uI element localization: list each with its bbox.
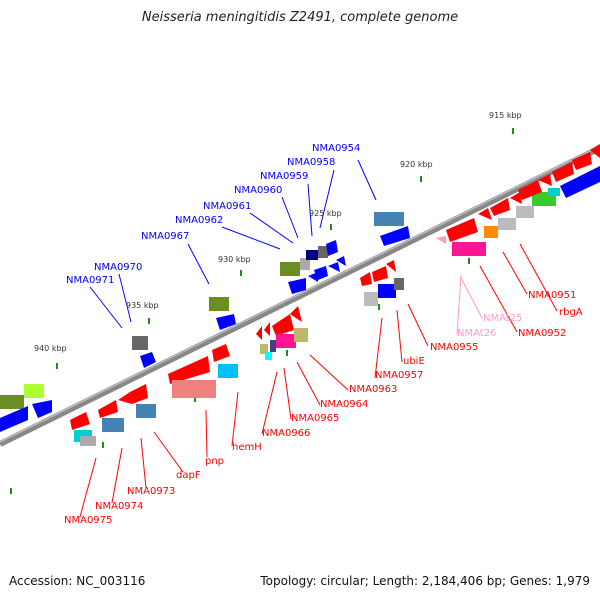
gene-label[interactable]: NMA0954 [312, 143, 361, 154]
tick-label: 940 kbp [34, 344, 67, 353]
gene-label[interactable]: NMA0961 [203, 201, 252, 212]
gene-label[interactable]: NMA0960 [234, 185, 283, 196]
gene-label[interactable]: dapF [176, 470, 201, 481]
tick-label: 920 kbp [400, 160, 433, 169]
label-leader-lines [79, 159, 558, 518]
tick-label: 925 kbp [309, 209, 342, 218]
tick-label: 935 kbp [126, 301, 159, 310]
gene-label[interactable]: pnp [205, 456, 225, 467]
gene-label[interactable]: NMA0965 [291, 413, 340, 424]
gene-label[interactable]: NMA0970 [94, 262, 143, 273]
accession: Accession: NC_003116 [9, 574, 146, 588]
gene-label[interactable]: NMAt26 [457, 328, 497, 339]
gene-label[interactable]: NMA0952 [518, 328, 567, 339]
backbone [0, 145, 600, 447]
gene-label[interactable]: rbgA [559, 307, 583, 318]
map-title: Neisseria meningitidis Z2491, complete g… [141, 10, 459, 25]
gene-label[interactable]: NMA0958 [287, 157, 336, 168]
gene-label[interactable]: NMA0974 [95, 501, 144, 512]
gene-label[interactable]: NMA0962 [175, 215, 224, 226]
gene-label[interactable]: NMA0975 [64, 515, 113, 526]
tick-marks [10, 128, 514, 494]
gene-label[interactable]: NMA0955 [430, 342, 479, 353]
tick-label: 930 kbp [218, 255, 251, 264]
gene-label[interactable]: NMA0966 [262, 428, 311, 439]
gene-label[interactable]: hemH [232, 442, 262, 453]
gene-label[interactable]: ubiE [403, 356, 425, 367]
gene-label[interactable]: NMA0971 [66, 275, 115, 286]
forward-genes [0, 166, 600, 432]
gene-label[interactable]: NMA0973 [127, 486, 176, 497]
reverse-genes [70, 144, 600, 446]
gene-label[interactable]: NMA0951 [528, 290, 577, 301]
gene-label[interactable]: NMAt25 [483, 313, 523, 324]
gene-label[interactable]: NMA0963 [349, 384, 398, 395]
gene-label[interactable]: NMA0957 [375, 370, 424, 381]
gene-label[interactable]: NMA0964 [320, 399, 369, 410]
gene-label[interactable]: NMA0967 [141, 231, 190, 242]
tick-label: 915 kbp [489, 111, 522, 120]
genome-summary: Topology: circular; Length: 2,184,406 bp… [260, 574, 590, 588]
gene-label[interactable]: NMA0959 [260, 171, 309, 182]
